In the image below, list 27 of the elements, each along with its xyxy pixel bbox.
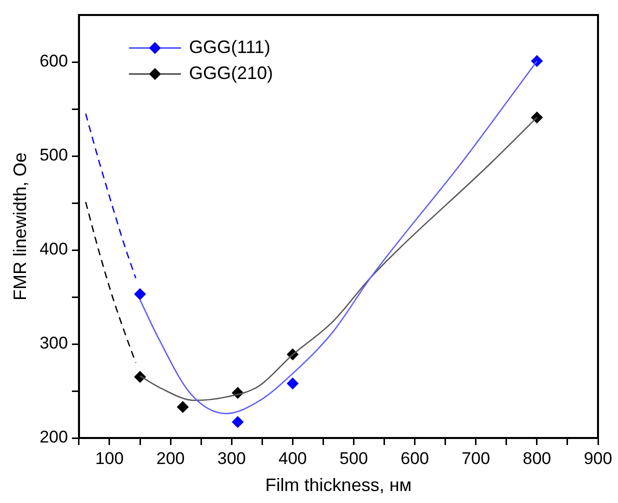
point (134, 288, 146, 300)
point (530, 111, 543, 124)
y-tick-label: 200 (40, 428, 68, 447)
x-axis-title: Film thickness, нм (265, 475, 412, 496)
y-tick-label: 400 (40, 240, 68, 259)
legend-label: GGG(210) (188, 62, 273, 83)
x-tick-label: 500 (340, 448, 368, 468)
y-tick-label: 600 (40, 52, 68, 71)
point (286, 377, 299, 390)
x-tick-label: 800 (522, 448, 552, 468)
point (176, 400, 189, 413)
x-tick-label: 700 (462, 448, 490, 468)
x-tick-label: 600 (400, 448, 429, 468)
legend-label: GGG(111) (188, 36, 270, 57)
x-tick-label: 300 (217, 448, 246, 468)
y-tick-label: 500 (40, 146, 68, 165)
y-tick-label: 300 (40, 334, 68, 353)
y-axis-title: FMR linewidth, Oe (10, 152, 30, 301)
point (134, 370, 146, 383)
line-series (85, 201, 136, 364)
point (530, 55, 543, 68)
x-tick-label: 200 (156, 448, 185, 468)
x-tick-label: 900 (584, 448, 612, 468)
line-series (85, 113, 136, 279)
x-tick-label: 100 (95, 448, 124, 468)
x-tick-label: 400 (278, 448, 307, 468)
point (232, 416, 244, 428)
